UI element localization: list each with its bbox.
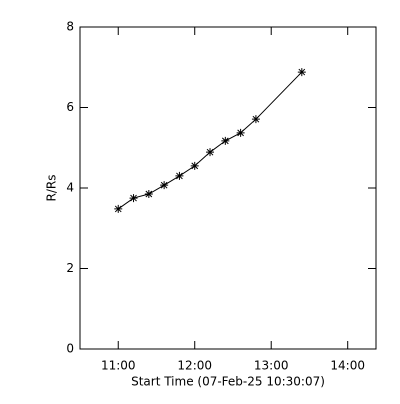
x-tick-label: 12:00 [177,359,212,373]
x-axis-label: Start Time (07-Feb-25 10:30:07) [131,375,325,389]
y-axis-label: R/Rs [45,175,59,202]
marker [221,136,230,145]
marker [297,68,306,77]
marker [175,171,184,180]
y-tick-label: 8 [66,20,74,34]
marker [190,161,199,170]
y-tick-label: 2 [66,261,74,275]
marker [129,194,138,203]
plot-frame [79,26,377,350]
data-line [117,71,303,210]
marker [251,115,260,124]
marker [144,190,153,199]
x-tick-label: 11:00 [101,359,136,373]
y-tick-label: 4 [66,181,74,195]
y-tick-label: 6 [66,100,74,114]
marker [236,128,245,137]
x-tick-label: 14:00 [330,359,365,373]
y-tick-label: 0 [66,342,74,356]
marker [206,148,215,157]
x-tick-label: 13:00 [254,359,289,373]
marker [160,181,169,190]
marker [114,204,123,213]
